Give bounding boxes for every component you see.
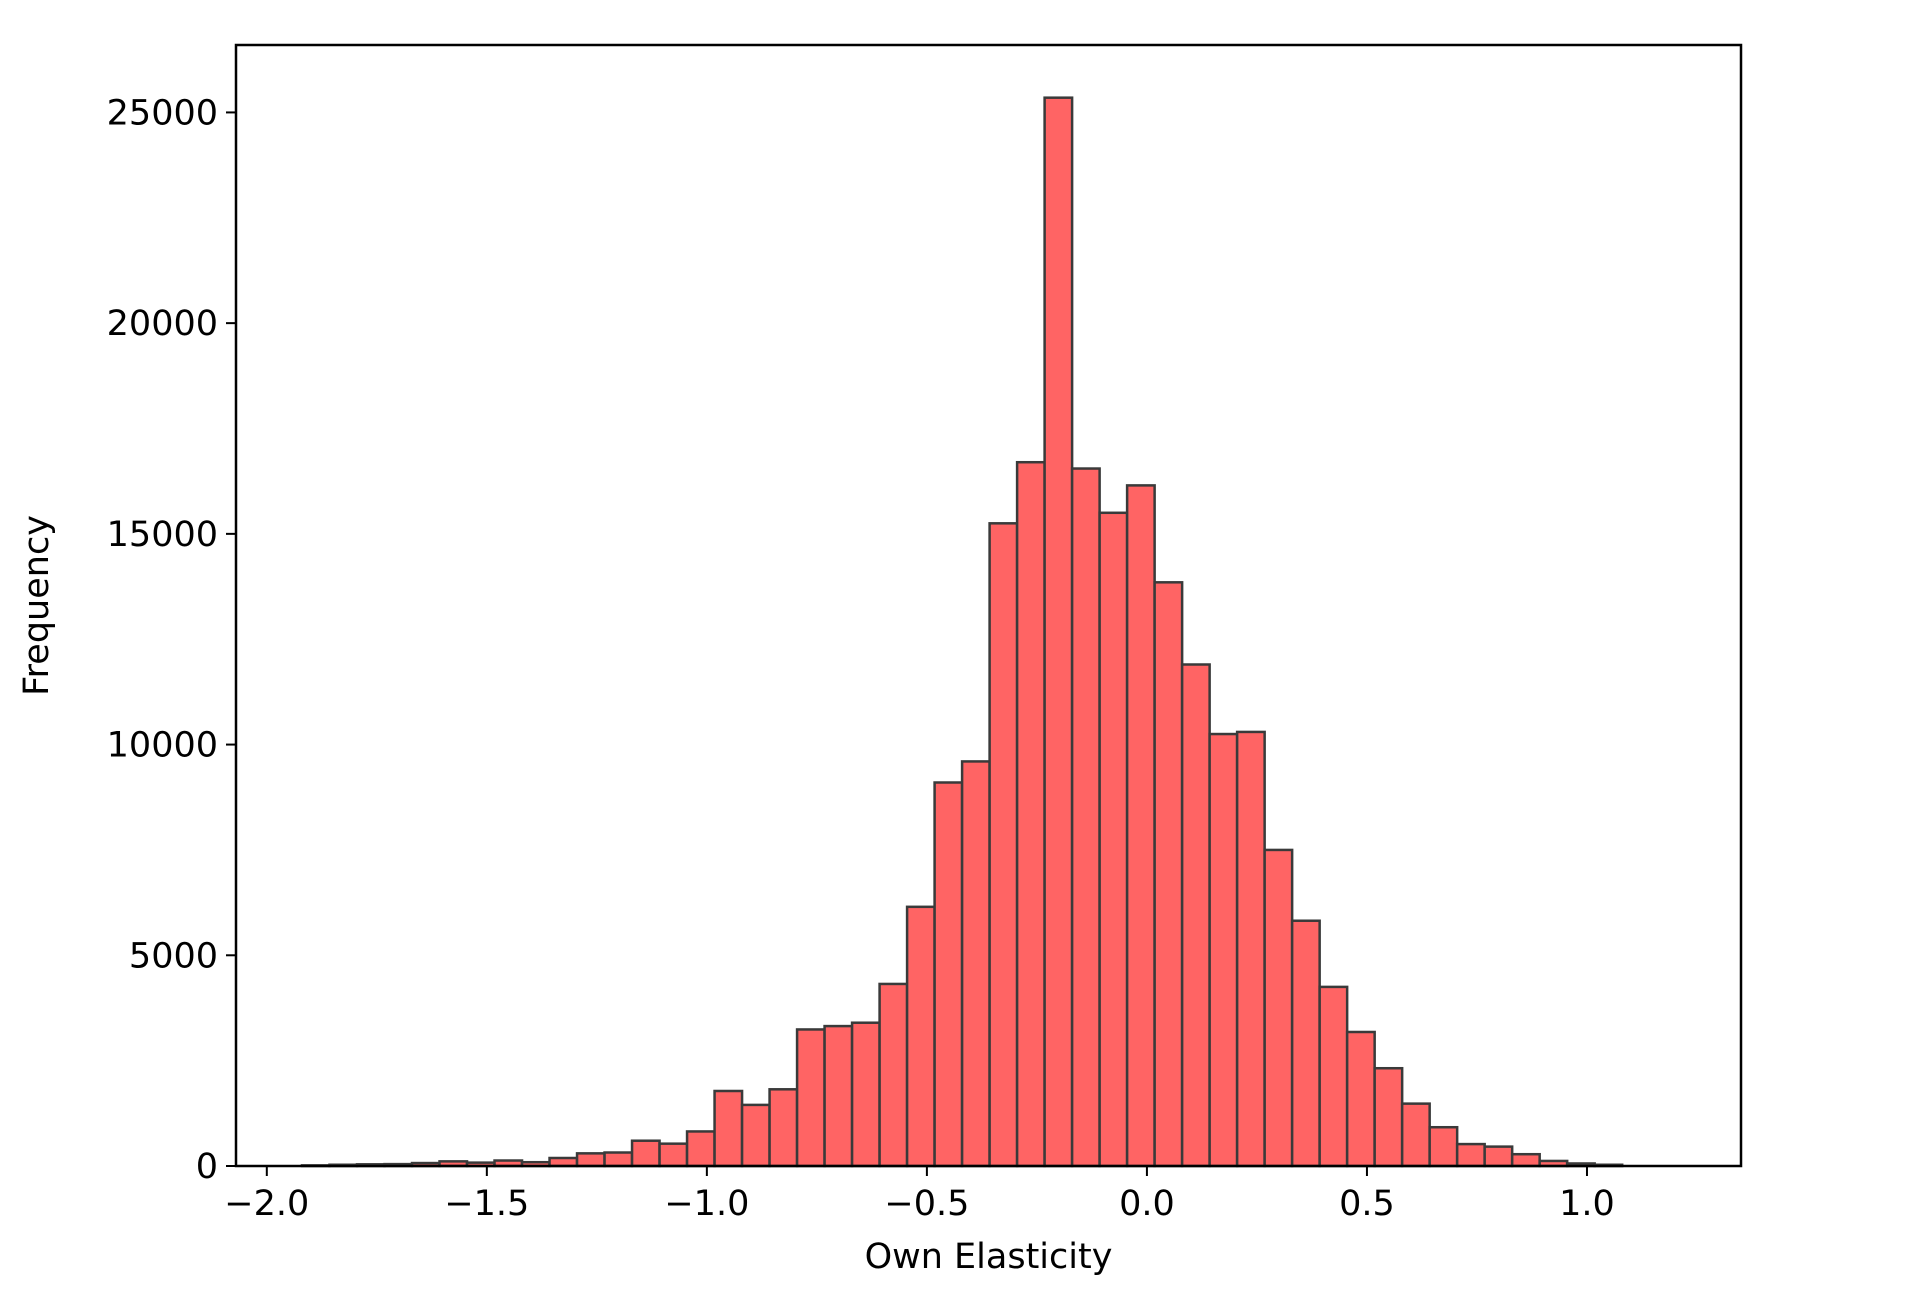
y-tick-label: 5000	[129, 936, 218, 976]
histogram-bar	[768, 1088, 799, 1168]
x-axis-label: Own Elasticity	[865, 1237, 1113, 1277]
histogram-bar	[795, 1028, 826, 1168]
histogram-bar	[1400, 1102, 1431, 1168]
histogram-bar	[575, 1152, 606, 1168]
x-tick-label: 1.0	[1559, 1184, 1615, 1224]
histogram-bar	[850, 1021, 881, 1168]
histogram-bar	[1510, 1152, 1541, 1168]
histogram-bar	[1043, 96, 1074, 1168]
x-tick-label: 0.5	[1339, 1184, 1395, 1224]
x-tick-label: −2.0	[224, 1184, 309, 1224]
histogram-bar	[1373, 1066, 1404, 1168]
histogram-bar	[1125, 484, 1156, 1168]
y-tick-label: 20000	[107, 304, 218, 344]
histogram-bar	[658, 1142, 689, 1168]
histogram-bar	[685, 1130, 716, 1168]
y-axis-label: Frequency	[17, 515, 57, 696]
y-tick-label: 10000	[107, 726, 218, 766]
histogram-bar	[1428, 1125, 1459, 1168]
histogram-bar	[1098, 511, 1129, 1168]
histogram-bar	[1455, 1142, 1486, 1168]
histogram-bar	[988, 522, 1019, 1168]
x-tick-label: −1.0	[664, 1184, 749, 1224]
histogram-bar	[1318, 985, 1349, 1168]
plot-frame	[234, 43, 1743, 1168]
histogram-bar	[713, 1089, 744, 1168]
histogram-bar	[878, 982, 909, 1168]
histogram-bar	[1483, 1145, 1514, 1168]
bars-layer	[300, 96, 1624, 1168]
histogram-bar	[1153, 581, 1184, 1168]
histogram-bar	[1263, 848, 1294, 1168]
histogram-bar	[1015, 460, 1046, 1168]
histogram-bar	[1345, 1030, 1376, 1168]
y-tick-label: 15000	[107, 515, 218, 555]
x-tick-label: −0.5	[884, 1184, 969, 1224]
histogram-bar	[630, 1139, 661, 1168]
histogram-bar	[1180, 663, 1211, 1168]
histogram-bar	[603, 1151, 634, 1168]
y-tick-label: 25000	[107, 93, 218, 133]
histogram-bar	[960, 760, 991, 1168]
x-axis-ticks: −2.0 −1.5 −1.0 −0.5 0.0 0.5 1.0	[224, 1166, 1615, 1224]
histogram-bar	[1290, 919, 1321, 1168]
histogram-bar	[740, 1103, 771, 1168]
y-axis-ticks: 0 5000 10000 15000 20000 25000	[107, 93, 236, 1187]
x-tick-label: 0.0	[1119, 1184, 1175, 1224]
histogram-bar	[1070, 467, 1101, 1168]
x-tick-label: −1.5	[444, 1184, 529, 1224]
histogram-bar	[1208, 732, 1239, 1168]
histogram-bar	[823, 1024, 854, 1168]
histogram-bar	[905, 905, 936, 1168]
histogram-bar	[933, 781, 964, 1168]
histogram-bar	[1235, 730, 1266, 1168]
y-tick-label: 0	[196, 1147, 218, 1187]
